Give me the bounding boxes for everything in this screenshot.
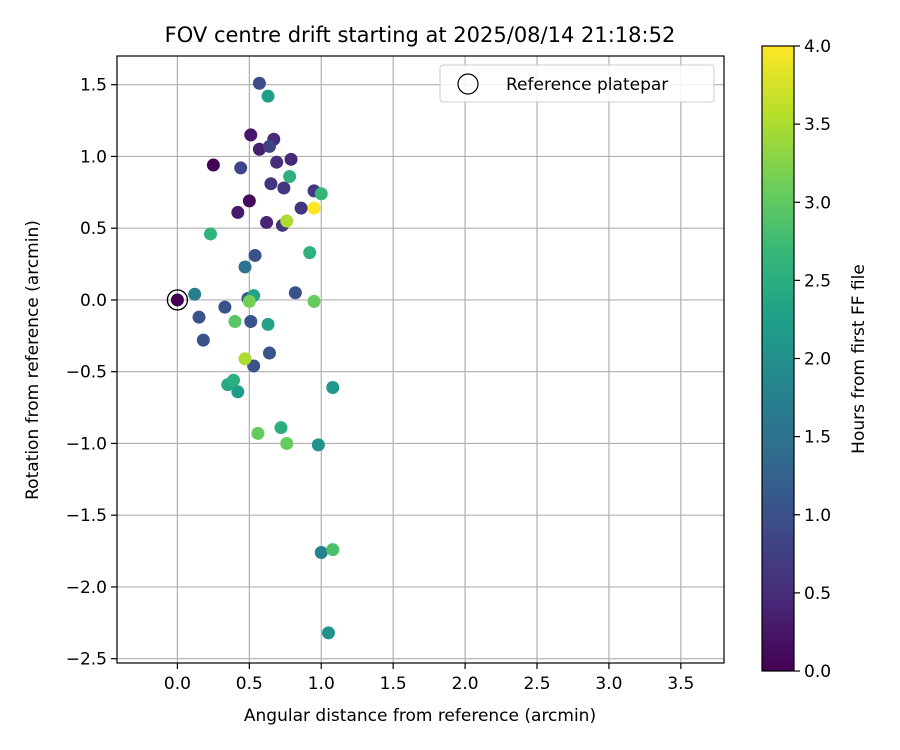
data-point bbox=[261, 89, 275, 103]
colorbar-ticks: 0.0 0.5 1.0 1.5 2.0 2.5 3.0 3.5 4.0 bbox=[794, 37, 831, 682]
data-point bbox=[270, 155, 284, 169]
data-point bbox=[234, 161, 248, 175]
colorbar-tick-label: 3.5 bbox=[804, 115, 831, 135]
data-point bbox=[284, 152, 298, 166]
reference-platepar-marker bbox=[166, 289, 189, 311]
data-point bbox=[326, 380, 340, 394]
data-point bbox=[238, 352, 252, 366]
data-point bbox=[280, 436, 294, 450]
data-point bbox=[321, 626, 335, 640]
data-point bbox=[303, 246, 317, 260]
data-point bbox=[206, 158, 220, 172]
data-point bbox=[274, 421, 288, 435]
data-points bbox=[170, 76, 340, 640]
data-point bbox=[242, 194, 256, 208]
data-point bbox=[311, 438, 325, 452]
colorbar-label: Hours from first FF file bbox=[849, 264, 869, 454]
data-point bbox=[262, 139, 276, 153]
x-axis-label: Angular distance from reference (arcmin) bbox=[244, 706, 596, 726]
data-point bbox=[244, 128, 258, 142]
colorbar-tick-label: 1.5 bbox=[804, 428, 831, 448]
data-point bbox=[170, 293, 184, 307]
data-point bbox=[231, 205, 245, 219]
y-tick-label: 0.5 bbox=[80, 219, 107, 239]
legend: Reference platepar bbox=[439, 64, 715, 103]
data-point bbox=[227, 373, 241, 387]
x-axis-ticks: 0.0 0.5 1.0 1.5 2.0 2.5 3.0 3.5 bbox=[164, 663, 694, 694]
data-point bbox=[252, 142, 266, 156]
data-point bbox=[307, 201, 321, 215]
x-tick-label: 2.5 bbox=[523, 674, 550, 694]
y-tick-label: 1.0 bbox=[80, 147, 107, 167]
data-point bbox=[244, 314, 258, 328]
y-tick-label: −1.5 bbox=[66, 506, 107, 526]
colorbar-tick-label: 4.0 bbox=[804, 37, 831, 57]
colorbar-tick-label: 0.5 bbox=[804, 584, 831, 604]
data-point bbox=[218, 300, 232, 314]
data-point bbox=[283, 170, 297, 184]
plot-frame bbox=[116, 55, 725, 664]
y-tick-label: −0.5 bbox=[66, 363, 107, 383]
colorbar-tick-label: 2.5 bbox=[804, 271, 831, 291]
data-point bbox=[314, 187, 328, 201]
data-point bbox=[314, 546, 328, 560]
data-point bbox=[307, 294, 321, 308]
data-point bbox=[228, 314, 242, 328]
data-point bbox=[196, 333, 210, 347]
data-point bbox=[294, 201, 308, 215]
data-point bbox=[242, 294, 256, 308]
data-point bbox=[277, 181, 291, 195]
data-point bbox=[192, 310, 206, 324]
data-point bbox=[248, 248, 262, 262]
y-tick-label: 1.5 bbox=[80, 76, 107, 96]
reference-marker-layer bbox=[166, 289, 189, 311]
data-point bbox=[326, 543, 340, 557]
colorbar-tick-label: 0.0 bbox=[804, 662, 831, 682]
data-point bbox=[261, 317, 275, 331]
colorbar-tick-label: 2.0 bbox=[804, 350, 831, 370]
y-axis-label: Rotation from reference (arcmin) bbox=[23, 220, 43, 500]
x-tick-label: 2.0 bbox=[452, 674, 479, 694]
data-point bbox=[231, 385, 245, 399]
x-tick-label: 3.0 bbox=[595, 674, 622, 694]
data-point bbox=[247, 359, 261, 373]
chart-title: FOV centre drift starting at 2025/08/14 … bbox=[165, 23, 676, 47]
data-point bbox=[280, 214, 294, 228]
y-tick-label: −2.0 bbox=[66, 578, 107, 598]
colorbar-tick-label: 1.0 bbox=[804, 506, 831, 526]
colorbar bbox=[761, 45, 795, 672]
data-point bbox=[264, 177, 278, 191]
legend-marker bbox=[457, 73, 479, 95]
y-axis-ticks: 1.5 1.0 0.5 0.0 −0.5 −1.0 −1.5 −2.0 −2.5 bbox=[66, 76, 117, 670]
data-point bbox=[203, 227, 217, 241]
colorbar-tick-label: 3.0 bbox=[804, 193, 831, 213]
y-tick-label: −2.5 bbox=[66, 650, 107, 670]
x-tick-label: 0.5 bbox=[236, 674, 263, 694]
x-tick-label: 1.5 bbox=[380, 674, 407, 694]
x-tick-label: 0.0 bbox=[164, 674, 191, 694]
data-point bbox=[238, 260, 252, 274]
data-point bbox=[251, 426, 265, 440]
data-point bbox=[260, 215, 274, 229]
grid bbox=[117, 56, 724, 663]
x-tick-label: 1.0 bbox=[308, 674, 335, 694]
data-point bbox=[252, 76, 266, 90]
y-tick-label: −1.0 bbox=[66, 434, 107, 454]
legend-box bbox=[439, 64, 715, 103]
x-tick-label: 3.5 bbox=[667, 674, 694, 694]
y-tick-label: 0.0 bbox=[80, 291, 107, 311]
data-point bbox=[188, 287, 202, 301]
legend-label: Reference platepar bbox=[506, 75, 668, 95]
data-point bbox=[288, 286, 302, 300]
data-point bbox=[262, 346, 276, 360]
